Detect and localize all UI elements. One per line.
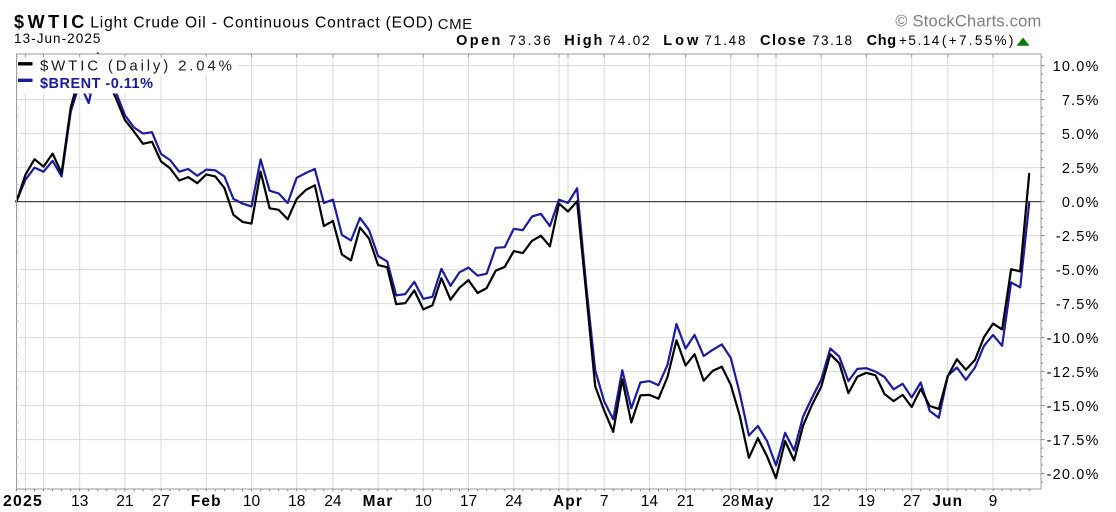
svg-text:18: 18 [288,493,305,510]
svg-text:5.0%: 5.0% [1062,127,1100,143]
svg-text:14: 14 [641,493,659,510]
svg-text:$WTIC: $WTIC [14,12,84,32]
svg-text:Open: Open [456,33,500,49]
svg-text:-10.0%: -10.0% [1047,331,1100,347]
svg-text:7: 7 [600,493,609,510]
svg-text:0.0%: 0.0% [1062,195,1100,211]
svg-text:27: 27 [152,493,169,510]
svg-text:7.5%: 7.5% [1062,93,1100,109]
svg-text:© StockCharts.com: © StockCharts.com [895,13,1041,31]
svg-text:Apr: Apr [553,493,583,510]
svg-text:71.48: 71.48 [704,33,745,48]
svg-text:73.18: 73.18 [812,33,852,48]
svg-text:May: May [741,493,775,510]
svg-text:Feb: Feb [191,493,222,510]
svg-text:-7.5%: -7.5% [1056,297,1100,313]
svg-text:-12.5%: -12.5% [1047,365,1100,381]
svg-text:24: 24 [324,493,342,510]
svg-text:2.5%: 2.5% [1062,161,1100,177]
svg-text:(+7.55%): (+7.55%) [942,33,1014,48]
svg-text:21: 21 [116,493,133,510]
svg-text:$BRENT -0.11%: $BRENT -0.11% [40,76,153,92]
svg-text:10.0%: 10.0% [1053,59,1100,75]
svg-text:19: 19 [858,493,875,510]
svg-text:9: 9 [989,493,998,510]
svg-text:2025: 2025 [3,493,43,510]
svg-text:Jun: Jun [932,493,963,510]
svg-text:10: 10 [243,493,261,510]
svg-text:21: 21 [677,493,694,510]
svg-text:13: 13 [71,493,88,510]
svg-text:74.02: 74.02 [608,33,649,48]
svg-text:73.36: 73.36 [509,33,551,48]
svg-text:Mar: Mar [363,493,394,510]
svg-text:High: High [564,33,602,49]
svg-text:-5.0%: -5.0% [1056,263,1100,279]
svg-text:Low: Low [663,33,699,49]
svg-text:-2.5%: -2.5% [1056,229,1100,245]
svg-text:-15.0%: -15.0% [1047,399,1100,415]
svg-text:+5.14: +5.14 [899,33,940,48]
svg-text:17: 17 [460,493,477,510]
svg-text:Close: Close [760,33,806,49]
svg-text:27: 27 [903,493,920,510]
svg-text:-17.5%: -17.5% [1047,433,1100,449]
svg-text:10: 10 [415,493,433,510]
svg-text:28: 28 [722,493,739,510]
svg-text:12: 12 [813,493,830,510]
svg-text:$WTIC (Daily) 2.04%: $WTIC (Daily) 2.04% [40,58,232,75]
svg-text:CME: CME [438,16,473,33]
svg-text:Light Crude Oil - Continuous C: Light Crude Oil - Continuous Contract (E… [90,15,433,32]
svg-text:-20.0%: -20.0% [1047,467,1100,483]
svg-text:13-Jun-2025: 13-Jun-2025 [14,31,100,46]
svg-text:Chg: Chg [867,33,897,49]
svg-text:24: 24 [505,493,523,510]
